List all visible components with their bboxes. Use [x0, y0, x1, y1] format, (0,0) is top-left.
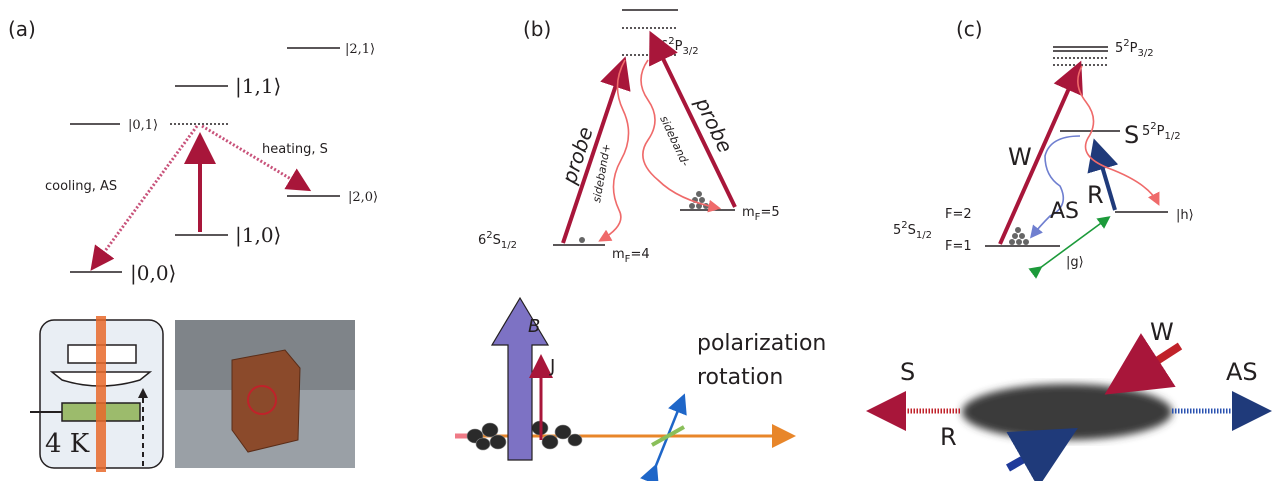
- beam-label: R: [940, 423, 957, 451]
- state-label: mF=5: [742, 205, 780, 223]
- heating-arrow: [202, 126, 306, 188]
- panel-label: (c): [956, 17, 983, 41]
- hyperfine-label: F=2: [945, 207, 972, 222]
- term-label: 52S1/2: [893, 220, 932, 241]
- text-part: 3/2: [683, 46, 699, 57]
- annotation: heating, S: [262, 142, 328, 157]
- text-part: P: [675, 39, 683, 54]
- laser-beam: [96, 316, 106, 472]
- text-part: S: [493, 233, 501, 248]
- state-label: |1,0⟩: [235, 223, 281, 248]
- term-label: 52P1/2: [1142, 121, 1181, 142]
- polarization-arrow: [655, 398, 683, 468]
- cooling-arrow: [94, 126, 197, 266]
- transition-label: W: [1008, 143, 1032, 171]
- text-part: 5: [1115, 41, 1123, 56]
- term-label: 62P3/2: [660, 36, 699, 57]
- panel-c: (c) 52P3/2 S 52P1/2 F=2 F=1 52S1/2 W AS …: [876, 17, 1262, 468]
- text-part: 3/2: [1138, 48, 1154, 59]
- annotation: cooling, AS: [45, 179, 117, 194]
- text-part: 5: [1142, 124, 1150, 139]
- state-label: mF=4: [612, 247, 650, 265]
- panel-label: (a): [8, 17, 36, 41]
- field-label: B: [528, 316, 540, 337]
- state-label: |2,0⟩: [348, 190, 378, 205]
- transition-label: R: [1087, 181, 1104, 209]
- text-part: S: [908, 223, 916, 238]
- state-label: |g⟩: [1066, 255, 1084, 270]
- text-part: 1/2: [1165, 131, 1181, 142]
- state-label: |0,0⟩: [130, 261, 176, 286]
- beam-label: W: [1150, 318, 1174, 346]
- state-label: |0,1⟩: [128, 118, 158, 133]
- state-label: |2,1⟩: [345, 42, 375, 57]
- beam-label: S: [900, 358, 915, 386]
- photo-device: [232, 350, 300, 452]
- state-label: |1,1⟩: [235, 74, 281, 99]
- write-beam: [1118, 346, 1180, 386]
- figure: (a) |2,1⟩ |1,1⟩ |0,1⟩ |2,0⟩ |1,0⟩ |0,0⟩ …: [0, 0, 1274, 481]
- text-part: 5: [893, 223, 901, 238]
- text-part: 1/2: [916, 230, 932, 241]
- text-part: m: [612, 247, 625, 262]
- text-part: =4: [630, 247, 649, 262]
- atom: [579, 237, 585, 243]
- panel-a: (a) |2,1⟩ |1,1⟩ |0,1⟩ |2,0⟩ |1,0⟩ |0,0⟩ …: [8, 17, 378, 472]
- term-label: 62S1/2: [478, 230, 517, 251]
- text-part: P: [1157, 124, 1165, 139]
- transition-label: S: [1124, 121, 1139, 149]
- text-part: 1/2: [501, 240, 517, 251]
- beam-label: AS: [1226, 358, 1258, 386]
- text-part: 6: [478, 233, 486, 248]
- state-label: |h⟩: [1176, 208, 1194, 223]
- atoms: [1009, 227, 1029, 245]
- text-part: m: [742, 205, 755, 220]
- annotation: rotation: [697, 365, 783, 390]
- sideband-label: sideband-: [657, 114, 692, 169]
- read-beam: [1008, 436, 1064, 468]
- transition-label: AS: [1050, 199, 1079, 224]
- spin-label: J: [549, 356, 555, 377]
- panel-label: (b): [523, 17, 551, 41]
- temperature: 4 K: [45, 429, 90, 459]
- panel-b: (b) 62P3/2 62S1/2 mF=4 mF=5 probe probe …: [455, 10, 826, 468]
- hyperfine-label: F=1: [945, 239, 972, 254]
- atom-cloud: [962, 384, 1172, 440]
- text-part: =5: [760, 205, 779, 220]
- annotation: polarization: [697, 331, 826, 356]
- text-part: P: [1130, 41, 1138, 56]
- term-label: 52P3/2: [1115, 38, 1154, 59]
